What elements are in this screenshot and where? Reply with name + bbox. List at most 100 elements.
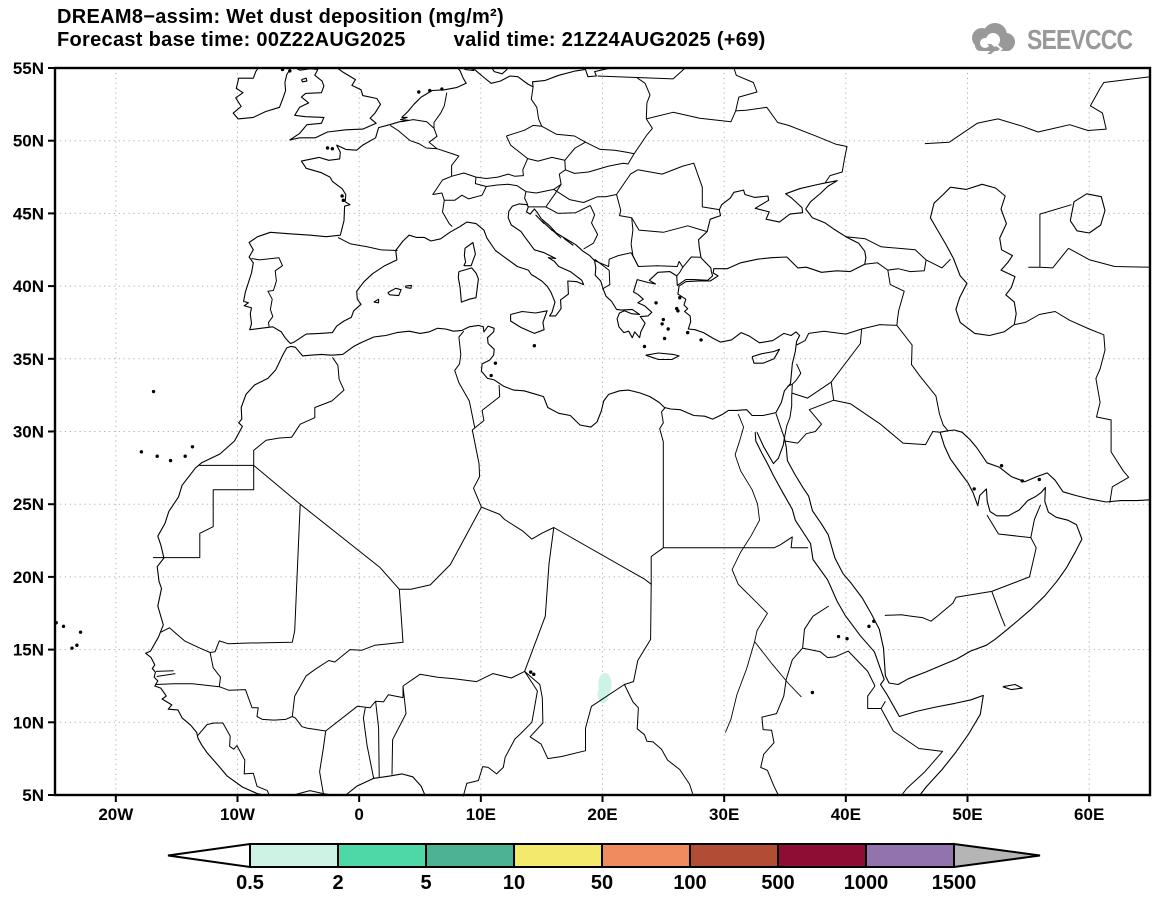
island-speck [168,458,173,463]
island-speck [1020,479,1024,483]
seevccc-logo: SEEVCCC [965,22,1155,58]
island-speck [330,146,335,151]
colorbar-level-label: 0.5 [236,872,264,894]
graticule [55,68,1150,795]
border-line [659,407,666,548]
border-line [253,357,345,466]
deposition-blob [597,685,609,704]
colorbar-cell [777,843,867,868]
coastline [754,432,984,796]
border-line [585,141,635,155]
island-speck [78,630,83,634]
lon-tick-label: 0 [354,805,363,824]
coastline [929,183,1017,337]
lat-tick-label: 10N [13,713,44,732]
border-line [646,106,848,184]
coastline [563,237,574,246]
border-line [462,671,538,797]
border-line [155,670,174,672]
rivers [724,413,802,733]
colorbar-level-label: 50 [591,872,613,894]
colorbar-level-label: 1000 [844,872,889,894]
lon-tick-label: 20E [587,805,617,824]
border-line [594,252,684,277]
border-line [1028,247,1069,269]
island-speck [417,90,421,94]
border-line [991,504,1041,592]
lon-tick-label: 20W [98,805,134,824]
colorbar-level-label: 2 [332,872,343,894]
coastline [551,228,562,239]
colorbar-level-label: 100 [673,872,706,894]
island-speck [340,194,344,198]
coastline [300,77,308,83]
small-islands [54,67,1041,695]
island-speck [660,322,664,326]
border-line [565,153,635,174]
island-speck [867,624,871,629]
island-speck [678,296,682,300]
border-line [337,236,398,251]
lat-tick-label: 25N [13,495,44,514]
colorbar-cell [601,843,691,868]
border-line [887,270,905,326]
border-line [524,671,625,760]
border-line [637,162,720,211]
colorbar-cell [249,843,339,868]
coastline [541,220,553,232]
coastline [1069,193,1106,234]
island-speck [493,361,498,365]
lon-tick-label: 60E [1074,805,1104,824]
island-speck [1037,477,1041,482]
island-speck [685,330,690,335]
lat-tick-label: 45N [13,204,44,223]
border-line [784,382,835,444]
border-line [160,504,301,653]
border-line [375,701,380,778]
border-line [631,217,708,233]
island-speck [699,338,703,342]
border-line [442,200,453,227]
border-line [389,124,460,177]
border-line [884,590,992,622]
border-line [325,686,404,732]
island-speck [529,670,533,674]
island-speck [662,336,667,341]
border-line [486,160,566,194]
border-line [1014,311,1130,503]
border-line [830,328,863,383]
border-line [391,685,407,775]
border-line [530,86,543,127]
border-line [402,670,525,687]
border-line [986,514,1031,539]
island-speck [341,198,346,203]
logo-text: SEEVCCC [1026,24,1133,55]
coastline [387,287,402,297]
border-line [636,67,686,80]
border-line [156,673,176,677]
island-speck [155,454,159,458]
island-speck [70,646,74,650]
border-line [682,256,701,268]
island-speck [972,487,976,491]
island-speck [675,306,679,311]
border-line [481,506,664,585]
border-line [505,124,586,162]
lat-tick-label: 20N [13,568,44,587]
border-line [451,158,529,179]
colorbar: 0.5 2 5 10 50 100 500 1000 1500 [167,842,1041,894]
border-line [524,527,555,672]
border-line [880,708,944,796]
colorbar-arrow-below [167,842,251,869]
lat-tick-label: 30N [13,423,44,442]
border-line [597,75,637,78]
border-line [196,722,270,796]
border-line [454,330,476,429]
coastline [404,284,413,289]
coastline [345,773,426,796]
colorbar-cell [865,843,955,868]
lat-tick-label: 15N [13,641,44,660]
coastline [373,298,380,304]
